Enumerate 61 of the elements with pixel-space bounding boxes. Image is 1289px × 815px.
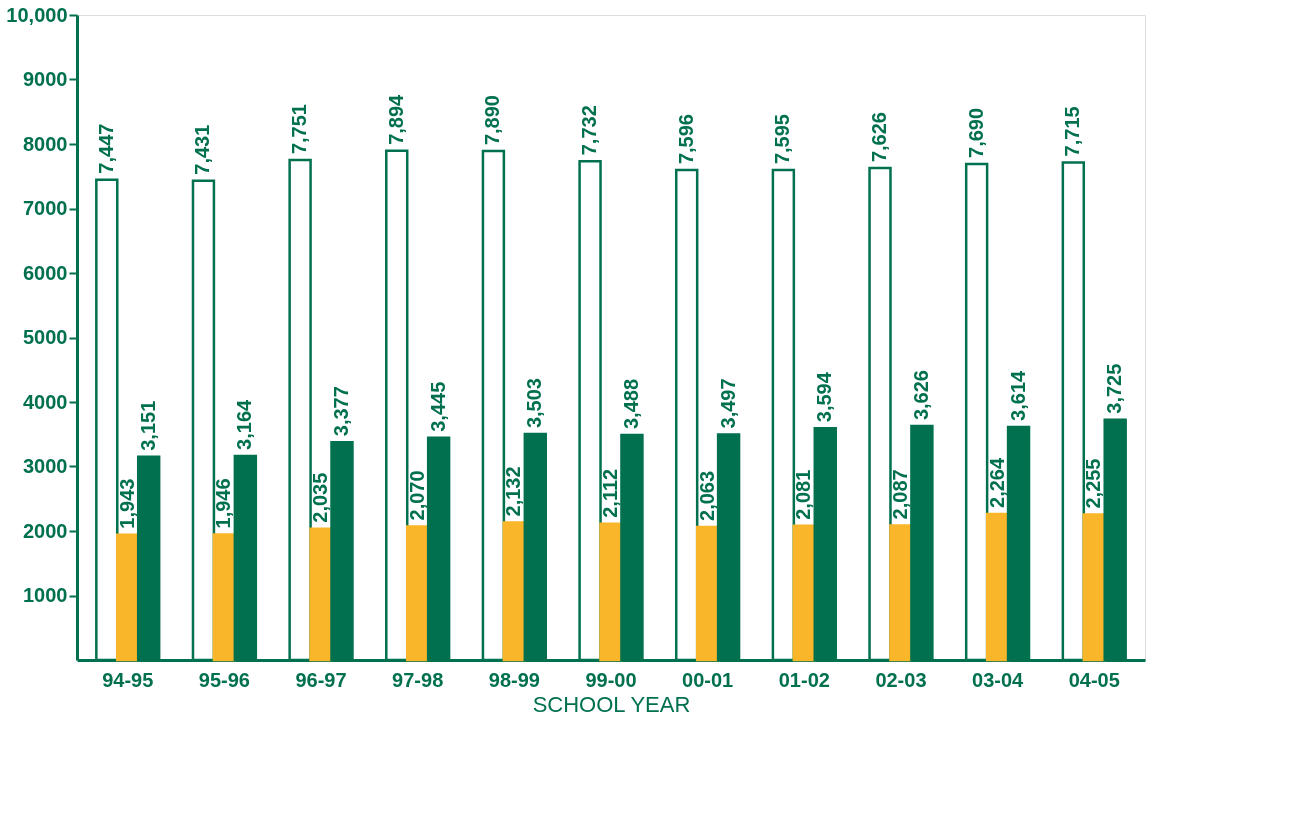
data-label: 7,690 [964,107,987,158]
bar [502,521,527,662]
x-tick-label: 00-01 [682,668,734,691]
data-label: 3,164 [233,399,256,450]
data-label: 3,488 [619,378,642,430]
y-tick-label: 6000 [23,261,68,284]
y-tick-label: 1000 [23,584,68,606]
data-label: 2,035 [309,472,332,523]
data-label: 2,264 [985,457,1008,508]
bar [212,533,237,662]
y-tick-label: 4000 [23,390,68,413]
x-tick-label: 98-99 [488,668,540,691]
data-label: 7,595 [771,114,794,165]
y-tick-label: 10,000 [6,3,68,26]
data-label: 3,594 [813,371,836,423]
x-tick-label: 04-05 [1068,668,1120,691]
data-label: 7,890 [481,95,504,146]
bar [116,533,140,662]
data-label: 3,503 [523,377,546,429]
x-tick-label: 96-97 [295,668,347,691]
data-label: 3,151 [136,400,159,451]
data-label: 2,132 [502,466,525,517]
x-axis-title: SCHOOL YEAR [532,691,691,717]
x-tick-label: 03-04 [972,668,1025,691]
bar [889,524,913,662]
y-tick-label: 3000 [23,455,68,477]
data-label: 7,894 [384,93,407,145]
data-label: 2,255 [1082,458,1105,509]
data-label: 7,447 [94,123,117,174]
y-tick-label: 2000 [23,519,68,542]
y-tick-label: 5000 [23,326,68,348]
y-tick-label: 9000 [23,68,68,90]
data-label: 1,946 [212,478,235,529]
data-label: 7,431 [191,124,214,175]
y-tick-label: 7000 [23,197,68,219]
data-label: 7,626 [868,112,891,163]
data-label: 3,614 [1006,369,1029,421]
x-tick-label: 99-00 [585,668,637,691]
data-label: 1,943 [115,478,138,529]
x-tick-label: 02-03 [875,668,927,691]
x-tick-label: 94-95 [102,668,154,691]
data-label: 3,445 [426,381,449,432]
bar [405,525,430,662]
data-label: 3,377 [329,386,352,437]
data-label: 2,112 [599,468,621,518]
data-label: 2,081 [792,469,815,520]
data-label: 3,725 [1103,363,1126,414]
data-label: 7,596 [674,114,697,165]
data-label: 3,497 [716,378,739,429]
data-label: 7,751 [288,104,311,155]
x-tick-label: 01-02 [778,668,830,691]
data-label: 7,732 [578,105,601,156]
data-label: 2,087 [888,469,911,520]
data-label: 2,063 [695,470,718,521]
data-label: 3,626 [909,370,932,421]
bar [309,527,333,662]
y-tick-label: 8000 [23,132,68,155]
data-label: 7,715 [1061,106,1084,157]
x-tick-label: 95-96 [198,668,250,691]
data-label: 2,070 [405,470,428,521]
x-tick-label: 97-98 [392,668,444,691]
